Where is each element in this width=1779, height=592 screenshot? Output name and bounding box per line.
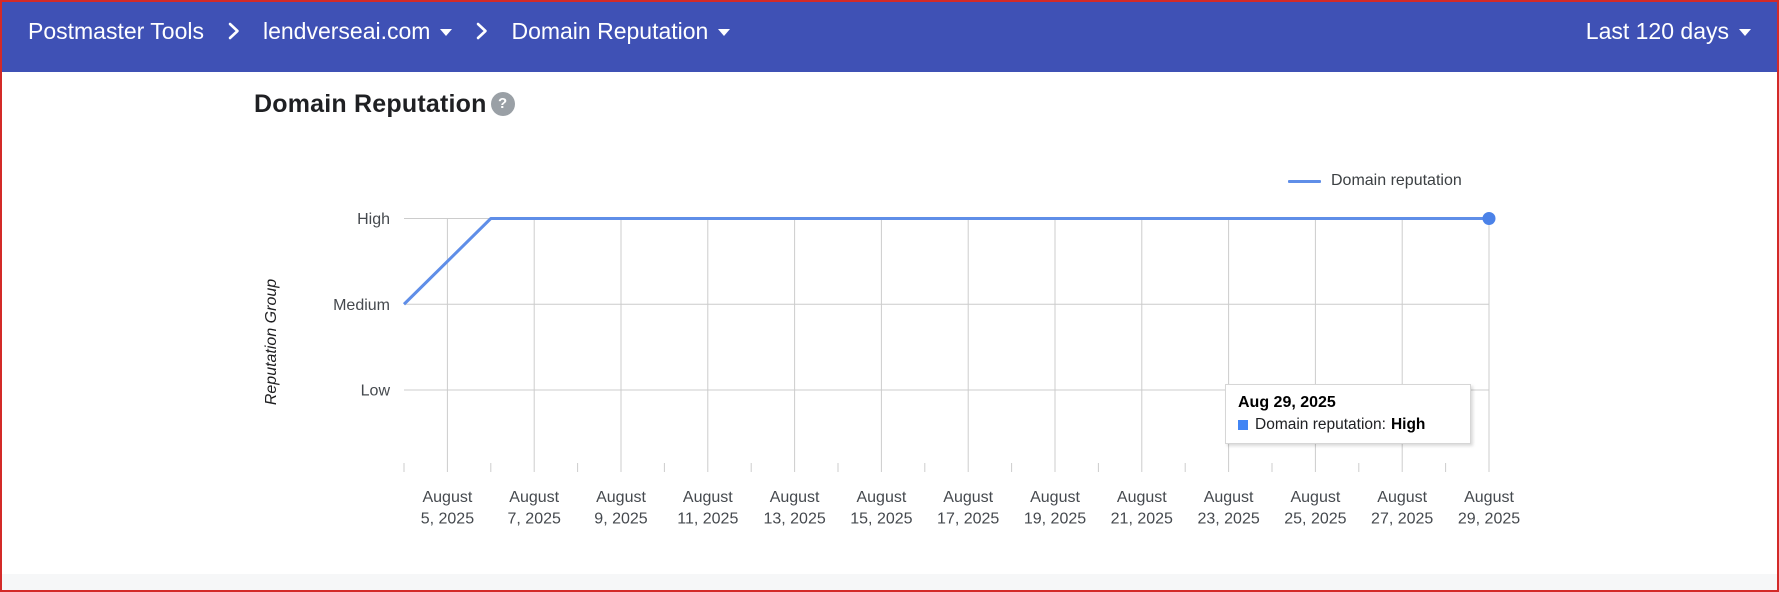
tooltip-date: Aug 29, 2025	[1238, 394, 1336, 411]
help-icon[interactable]: ?	[490, 92, 515, 116]
x-axis-tick-label: August 15, 2025	[850, 489, 912, 528]
breadcrumb: Postmaster Tools lendverseai.com Domain …	[28, 17, 731, 45]
page-title-row: Domain Reputation ?	[254, 90, 515, 119]
app-header: Postmaster Tools lendverseai.com Domain …	[2, 2, 1777, 72]
x-axis-tick-label: August 7, 2025	[508, 489, 561, 528]
series-end-marker[interactable]	[1482, 212, 1496, 225]
date-range-label: Last 120 days	[1585, 18, 1729, 44]
x-axis-tick-label: August 29, 2025	[1458, 489, 1520, 528]
caret-down-icon	[1739, 29, 1751, 36]
chart-legend: Domain reputation	[1288, 172, 1462, 190]
y-axis-tick-label: High	[357, 211, 390, 228]
chevron-right-icon	[227, 21, 240, 41]
tooltip-row: Domain reputation: High	[1238, 415, 1458, 435]
legend-label: Domain reputation	[1331, 172, 1462, 189]
chevron-right-icon	[475, 21, 488, 41]
x-axis-tick-label: August 5, 2025	[421, 489, 474, 528]
x-axis-tick-label: August 23, 2025	[1197, 489, 1259, 528]
caret-down-icon	[440, 29, 453, 36]
x-axis-tick-label: August 19, 2025	[1024, 489, 1086, 528]
x-axis-tick-label: August 17, 2025	[937, 489, 999, 528]
series-line[interactable]	[402, 217, 1489, 306]
date-range-selector[interactable]: Last 120 days	[1586, 17, 1751, 45]
y-axis-title: Reputation Group	[263, 278, 280, 406]
footer-strip	[2, 574, 1777, 590]
x-axis-tick-label: August 11, 2025	[677, 489, 738, 528]
tooltip-value: High	[1390, 416, 1426, 433]
x-axis-tick-label: August 9, 2025	[594, 489, 647, 528]
tooltip-series-swatch-icon	[1238, 420, 1248, 430]
page-selector-label: Domain Reputation	[511, 18, 709, 44]
x-axis-tick-label: August 13, 2025	[763, 489, 825, 528]
chart-tooltip: Aug 29, 2025 Domain reputation: High	[1225, 384, 1471, 444]
tooltip-series-label: Domain reputation:	[1255, 416, 1386, 433]
domain-selector-label: lendverseai.com	[262, 18, 431, 44]
x-axis-tick-label: August 21, 2025	[1111, 489, 1173, 528]
page-title: Domain Reputation	[254, 90, 487, 118]
y-axis-tick-label: Low	[361, 383, 391, 400]
caret-down-icon	[718, 29, 731, 36]
legend-line-icon	[1288, 179, 1321, 183]
y-axis-tick-label: Medium	[333, 297, 390, 314]
x-axis-tick-label: August 25, 2025	[1284, 489, 1346, 528]
domain-selector[interactable]: lendverseai.com	[262, 17, 453, 45]
x-axis-tick-label: August 27, 2025	[1371, 489, 1433, 528]
app-title[interactable]: Postmaster Tools	[28, 18, 204, 44]
page-selector[interactable]: Domain Reputation	[511, 17, 731, 45]
